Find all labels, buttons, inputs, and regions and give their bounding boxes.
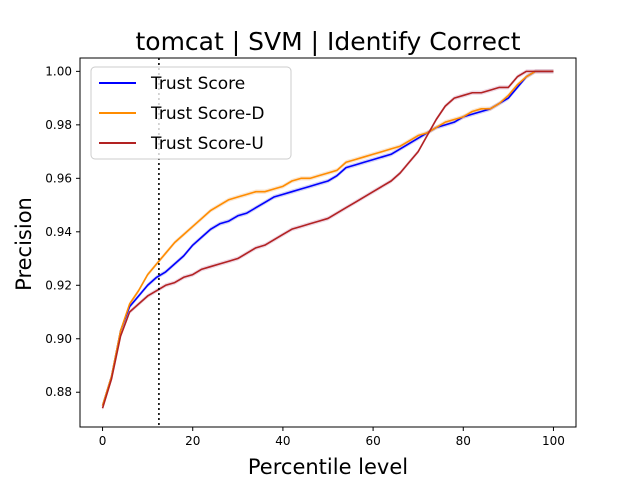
legend-label-trust-score-u: Trust Score-U — [150, 134, 264, 154]
y-tick-label: 0.90 — [45, 332, 72, 346]
y-tick-label: 0.88 — [45, 385, 72, 399]
series-line-trust-score-u — [101, 70, 554, 409]
x-tick-label: 20 — [185, 434, 200, 448]
chart-title: tomcat | SVM | Identify Correct — [135, 27, 520, 56]
y-tick-label: 0.98 — [45, 118, 72, 132]
x-axis-label: Percentile level — [248, 455, 408, 479]
y-tick-label: 0.92 — [45, 278, 72, 292]
y-tick-label: 0.96 — [45, 171, 72, 185]
y-tick-label: 0.94 — [45, 225, 72, 239]
x-tick-label: 80 — [456, 434, 471, 448]
x-tick-label: 100 — [542, 434, 565, 448]
axis-ticks: 0 20 40 60 80 100 0.88 0.90 0.92 0.94 0.96 0.98 1.00 — [45, 64, 565, 448]
y-tick-label: 1.00 — [45, 64, 72, 78]
legend-label-trust-score: Trust Score — [150, 74, 245, 94]
plot-frame — [79, 57, 577, 428]
x-tick-label: 0 — [99, 434, 107, 448]
series-line-trust-score — [101, 70, 554, 406]
legend-label-trust-score-d: Trust Score-D — [150, 104, 264, 124]
legend: Trust Score Trust Score-D Trust Score-U — [90, 66, 292, 160]
series-lines — [101, 70, 554, 409]
legend-box — [90, 66, 292, 160]
series-line-trust-score-d — [101, 70, 554, 406]
x-tick-label: 40 — [275, 434, 290, 448]
x-tick-label: 60 — [365, 434, 380, 448]
y-axis-label: Precision — [12, 197, 36, 291]
